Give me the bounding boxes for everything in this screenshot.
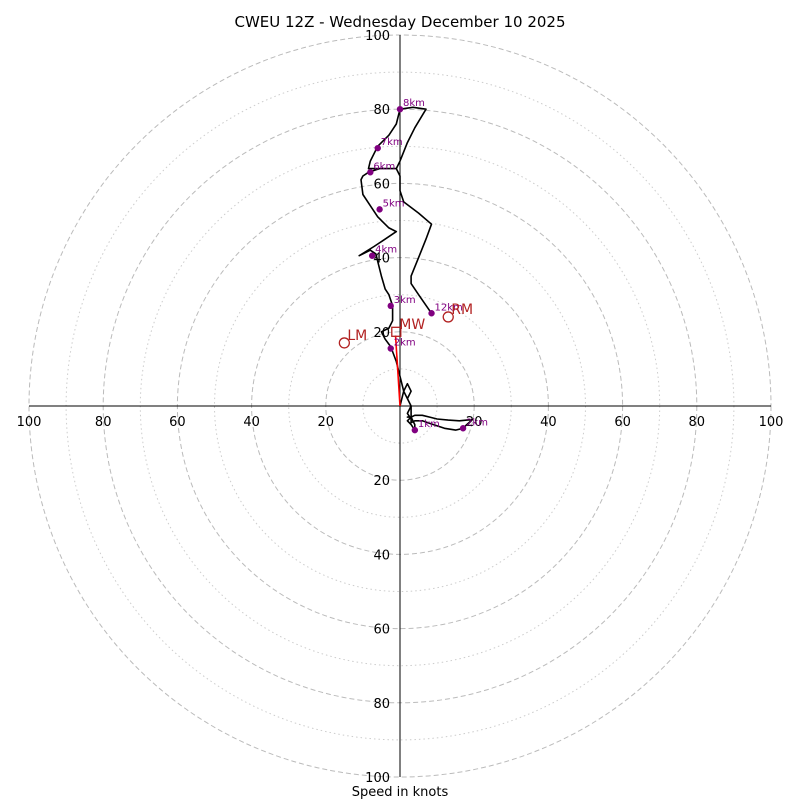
x-tick-label: 40 (243, 415, 260, 430)
x-axis-label: Speed in knots (352, 785, 449, 800)
y-tick-label: 100 (365, 771, 390, 786)
y-tick-label: 100 (365, 29, 390, 44)
height-marker-label-0: 1km (418, 419, 440, 430)
x-tick-label: 80 (689, 415, 706, 430)
x-tick-label: 20 (466, 415, 483, 430)
tick-labels: 100 80 60 40 20 20 40 60 80 100100806040202040608… (17, 29, 784, 786)
x-tick-label: 60 (169, 415, 186, 430)
height-marker-label-8: 12km (435, 302, 463, 313)
height-marker-label-1: 2km (394, 337, 416, 348)
x-tick-label: 80 (95, 415, 112, 430)
height-markers: 1km 2km 3km 4km 5km 6km 7km 8km 12km 2km (367, 98, 488, 434)
motion-marker-rm (442, 311, 454, 323)
y-tick-label: 80 (373, 103, 390, 118)
y-tick-label: 80 (373, 697, 390, 712)
motion-marker-mw (391, 326, 402, 337)
motion-label-mw: MW (399, 317, 425, 333)
x-tick-label: 40 (540, 415, 557, 430)
x-tick-label: 20 (318, 415, 335, 430)
height-marker-label-4: 5km (383, 198, 405, 209)
x-tick-label: 100 (759, 415, 784, 430)
height-marker-dot-2 (387, 302, 394, 310)
y-tick-label: 40 (373, 548, 390, 563)
x-tick-label: 60 (614, 415, 631, 430)
height-marker-dot-5 (367, 169, 374, 176)
height-marker-label-6: 7km (381, 137, 403, 148)
height-marker-dot-4 (376, 206, 383, 213)
x-tick-label: 100 (17, 415, 42, 430)
motion-label-lm: LM (347, 328, 367, 344)
shear-vector (394, 335, 401, 407)
motion-marker-lm (338, 337, 351, 349)
height-marker-dot-1 (387, 345, 394, 352)
height-marker-label-5: 6km (373, 161, 395, 172)
wind-profile (358, 106, 474, 431)
y-tick-label: 20 (373, 474, 390, 489)
hodograph-trace (358, 106, 474, 431)
height-marker-label-3: 4km (375, 245, 397, 256)
motion-label-rm: RM (451, 302, 473, 318)
height-marker-dot-7 (396, 106, 404, 113)
chart-title: CWEU 12Z - Wednesday December 10 2025 (234, 13, 565, 31)
height-marker-label-2: 3km (394, 295, 416, 306)
shear-vector-line (394, 335, 401, 407)
height-marker-dot-8 (428, 310, 435, 317)
y-tick-label: 60 (373, 623, 390, 638)
storm-motion-markers: LM RM MW (338, 302, 473, 349)
height-marker-dot-0 (411, 426, 419, 434)
height-marker-dot-6 (374, 144, 381, 152)
height-marker-label-9: 2km (466, 417, 488, 428)
height-marker-label-7: 8km (403, 98, 425, 109)
height-marker-dot-3 (368, 252, 376, 259)
y-tick-label: 60 (373, 177, 390, 192)
height-marker-dot-9 (459, 425, 467, 432)
